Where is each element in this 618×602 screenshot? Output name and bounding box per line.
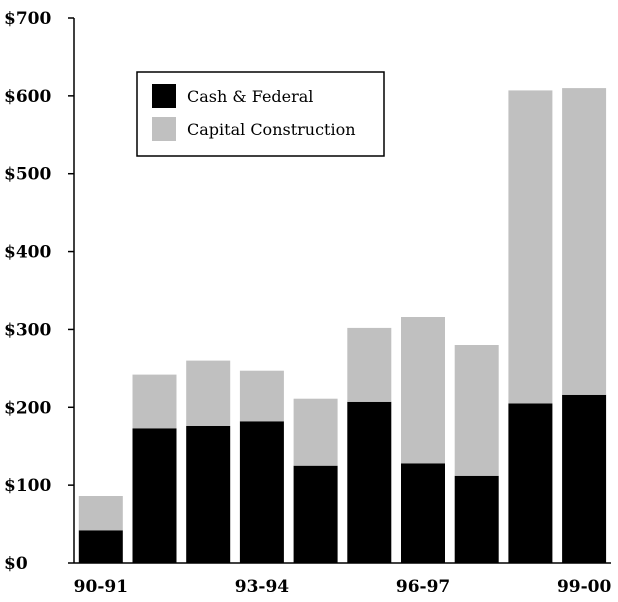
x-tick-label: 99-00: [557, 577, 612, 597]
legend: Cash & Federal Capital Construction: [136, 71, 385, 157]
bar-cash-federal-99-00: [562, 394, 607, 563]
legend-label-capital-construction: Capital Construction: [187, 120, 356, 139]
legend-swatch-cash-federal: [152, 84, 176, 108]
bar-capital-construction-92-93: [186, 360, 231, 426]
bar-cash-federal-95-96: [347, 401, 392, 563]
bar-capital-construction-96-97: [401, 317, 445, 464]
y-tick-label: $400: [4, 243, 51, 263]
bar-capital-construction-91-92: [132, 374, 177, 429]
bar-cash-federal-90-91: [78, 530, 123, 563]
x-tick-label: 90-91: [74, 577, 128, 597]
bar-capital-construction-97-98: [454, 345, 499, 476]
bars: [78, 88, 607, 563]
bar-capital-construction-90-91: [78, 496, 123, 531]
x-tick-label: 93-94: [235, 577, 290, 597]
bar-cash-federal-91-92: [132, 428, 177, 563]
y-tick-label: $200: [4, 398, 51, 418]
legend-swatch-capital-construction: [152, 117, 176, 141]
bar-capital-construction-98-99: [508, 90, 553, 404]
legend-box: [136, 71, 385, 157]
y-tick-label: $100: [4, 476, 51, 496]
x-tick-label: 96-97: [396, 577, 450, 597]
y-tick-label: $700: [4, 9, 51, 29]
y-tick-label: $600: [4, 87, 51, 107]
bar-cash-federal-93-94: [239, 421, 284, 563]
bar-cash-federal-97-98: [454, 475, 499, 563]
bar-cash-federal-92-93: [186, 426, 231, 563]
y-tick-label: $0: [4, 554, 28, 574]
bar-capital-construction-99-00: [562, 88, 607, 395]
y-tick-label: $500: [4, 165, 51, 185]
bar-capital-construction-94-95: [293, 398, 338, 466]
x-axis: 90-91 93-94 96-97 99-00: [74, 562, 612, 597]
bar-cash-federal-98-99: [508, 403, 553, 563]
y-axis: $0 $100 $200 $300 $400 $500 $600 $700: [4, 9, 75, 574]
bar-cash-federal-94-95: [293, 465, 338, 563]
bar-capital-construction-93-94: [239, 370, 284, 422]
legend-label-cash-federal: Cash & Federal: [187, 87, 313, 106]
y-tick-label: $300: [4, 320, 51, 340]
bar-capital-construction-95-96: [347, 327, 392, 402]
bar-cash-federal-96-97: [401, 463, 445, 563]
